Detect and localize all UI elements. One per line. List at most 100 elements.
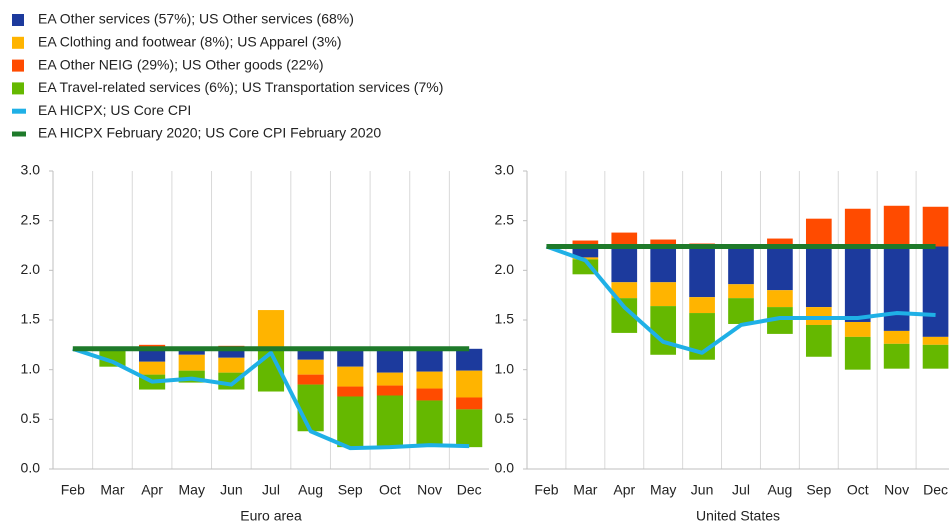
- y-tick-label: 1.5: [495, 311, 515, 327]
- x-tick-label: Apr: [613, 482, 635, 498]
- bar-segment: [337, 386, 364, 397]
- bar-segment: [650, 282, 677, 307]
- x-tick-label: Jun: [220, 482, 243, 498]
- y-tick-label: 2.5: [495, 211, 515, 227]
- bar-segment: [611, 246, 638, 283]
- x-axis-label: United States: [696, 508, 780, 524]
- x-tick-label: Feb: [534, 482, 558, 498]
- bar-segment: [218, 348, 245, 358]
- bar-segment: [297, 374, 324, 385]
- x-tick-label: Feb: [61, 482, 85, 498]
- bar-segment: [178, 354, 205, 371]
- bar-segment: [416, 371, 443, 389]
- legend-swatch: [12, 14, 24, 26]
- y-tick-label: 3.0: [495, 162, 515, 178]
- x-tick-label: Nov: [417, 482, 442, 498]
- y-tick-label: 1.0: [21, 360, 41, 376]
- legend-line: [12, 108, 26, 114]
- bar-segment: [883, 246, 910, 331]
- bar-segment: [611, 282, 638, 299]
- bar-segment: [650, 246, 677, 283]
- bar-segment: [922, 206, 949, 247]
- bar-segment: [689, 297, 715, 314]
- legend-line: [12, 131, 26, 137]
- y-tick-label: 1.5: [21, 311, 41, 327]
- y-tick-label: 0.0: [21, 460, 41, 476]
- bar-segment: [805, 324, 832, 357]
- legend-label: EA HICPX; US Core CPI: [38, 102, 191, 118]
- bar-segment: [376, 348, 403, 373]
- bar-segment: [767, 290, 793, 308]
- bar-segment: [728, 246, 754, 285]
- line: [545, 244, 936, 355]
- bar-segment: [337, 396, 364, 448]
- x-tick-label: Sep: [338, 482, 363, 498]
- bar-segment: [844, 208, 871, 247]
- bar-segment: [416, 400, 443, 447]
- bar-segment: [922, 344, 949, 369]
- legend-label: EA HICPX February 2020; US Core CPI Febr…: [38, 125, 381, 141]
- y-tick-label: 1.0: [495, 360, 515, 376]
- x-tick-label: Dec: [457, 482, 482, 498]
- x-tick-label: Jul: [262, 482, 280, 498]
- y-tick-label: 2.0: [21, 261, 41, 277]
- bar-segment: [99, 348, 126, 367]
- y-tick-label: 3.0: [21, 162, 41, 178]
- x-axis-label: Euro area: [240, 508, 302, 524]
- bar-segment: [805, 218, 832, 247]
- bar-segment: [844, 321, 871, 337]
- bar-segment: [178, 348, 205, 355]
- x-tick-label: Apr: [141, 482, 163, 498]
- x-tick-label: Nov: [884, 482, 909, 498]
- bar-segment: [297, 384, 324, 432]
- x-tick-label: Mar: [100, 482, 124, 498]
- y-tick-label: 2.5: [21, 211, 41, 227]
- x-tick-label: Oct: [379, 482, 401, 498]
- line: [72, 346, 470, 451]
- y-tick-label: 0.5: [495, 410, 515, 426]
- bar-segment: [456, 370, 483, 398]
- x-tick-label: Jun: [691, 482, 714, 498]
- bar-segment: [650, 306, 677, 355]
- bar-segment: [337, 366, 364, 387]
- legend-label: EA Travel-related services (6%); US Tran…: [38, 79, 443, 95]
- bar-segment: [922, 336, 949, 345]
- bar-segment: [376, 395, 403, 447]
- legend-label: EA Other services (57%); US Other servic…: [38, 11, 354, 27]
- bar-segment: [805, 246, 832, 308]
- bar-segment: [416, 388, 443, 401]
- bar-segment: [376, 385, 403, 396]
- legend-swatch: [12, 36, 24, 49]
- bar-segment: [257, 310, 285, 349]
- x-tick-label: Dec: [923, 482, 948, 498]
- bar-segment: [456, 397, 483, 410]
- y-tick-label: 0.0: [495, 460, 515, 476]
- bar-segment: [767, 238, 793, 247]
- bar-segment: [689, 246, 715, 298]
- bar-segment: [572, 240, 599, 247]
- bar-segment: [572, 246, 599, 258]
- bar-segment: [376, 372, 403, 386]
- x-tick-label: Jul: [732, 482, 750, 498]
- bar-segment: [728, 298, 754, 324]
- bar-segment: [650, 239, 677, 247]
- x-tick-label: Oct: [847, 482, 869, 498]
- x-tick-label: Mar: [573, 482, 597, 498]
- bar-segment: [139, 361, 166, 375]
- legend-swatch: [12, 82, 24, 95]
- bar-segment: [844, 246, 871, 322]
- bar-segment: [883, 205, 910, 247]
- bar-segment: [611, 232, 638, 247]
- legend-label: EA Clothing and footwear (8%); US Appare…: [38, 34, 342, 50]
- bar-segment: [767, 246, 793, 291]
- bar-segment: [883, 330, 910, 344]
- bar-segment: [922, 246, 949, 337]
- y-tick-label: 0.5: [21, 410, 41, 426]
- bar-segment: [297, 348, 324, 360]
- bar-segment: [844, 336, 871, 370]
- bar-segment: [728, 284, 754, 299]
- bar-segment: [883, 343, 910, 369]
- bar-segment: [218, 357, 245, 373]
- x-tick-label: Aug: [298, 482, 323, 498]
